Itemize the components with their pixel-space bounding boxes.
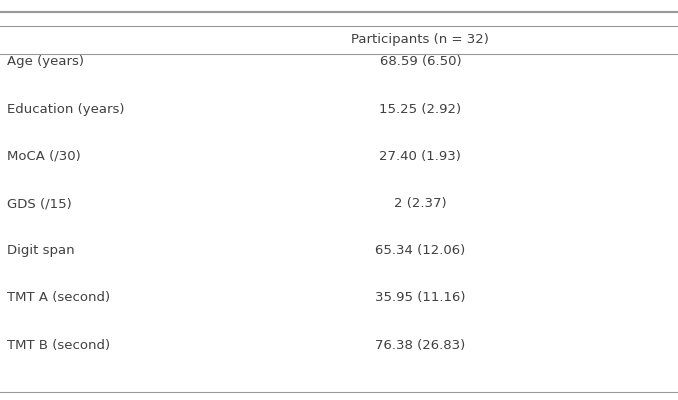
Text: MoCA (/30): MoCA (/30) [7, 150, 81, 163]
Text: Digit span: Digit span [7, 244, 75, 257]
Text: 35.95 (11.16): 35.95 (11.16) [375, 292, 466, 304]
Text: TMT A (second): TMT A (second) [7, 292, 110, 304]
Text: Education (years): Education (years) [7, 103, 124, 116]
Text: TMT B (second): TMT B (second) [7, 339, 110, 352]
Text: 65.34 (12.06): 65.34 (12.06) [375, 244, 466, 257]
Text: GDS (/15): GDS (/15) [7, 197, 72, 210]
Text: Age (years): Age (years) [7, 56, 84, 68]
Text: 68.59 (6.50): 68.59 (6.50) [380, 56, 461, 68]
Text: Participants (n = 32): Participants (n = 32) [351, 34, 490, 46]
Text: 2 (2.37): 2 (2.37) [394, 197, 447, 210]
Text: 76.38 (26.83): 76.38 (26.83) [375, 339, 466, 352]
Text: 27.40 (1.93): 27.40 (1.93) [380, 150, 461, 163]
Text: 15.25 (2.92): 15.25 (2.92) [379, 103, 462, 116]
